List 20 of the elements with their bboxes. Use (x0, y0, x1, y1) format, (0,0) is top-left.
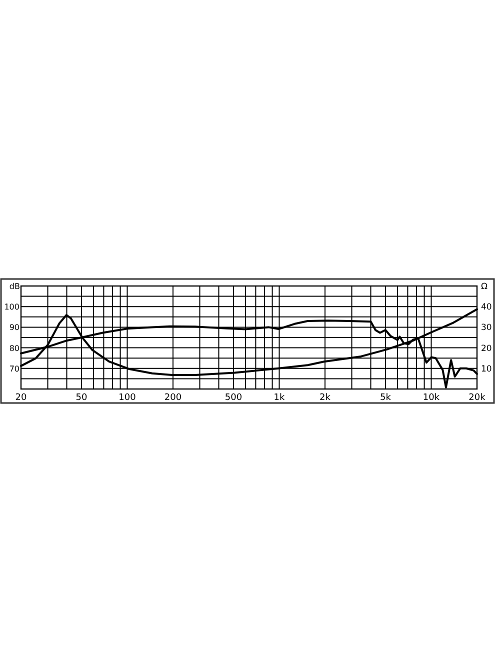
y2-axis-title: Ω (481, 282, 488, 292)
y2-tick-label: 10 (481, 364, 492, 374)
x-tick-label: 1k (274, 393, 286, 403)
x-tick-label: 100 (118, 393, 136, 403)
x-tick-label: 20 (15, 393, 27, 403)
y2-tick-label: 30 (481, 323, 492, 334)
y-tick-label: 70 (9, 364, 20, 374)
x-tick-label: 5k (380, 393, 392, 403)
y-tick-label: 90 (9, 323, 20, 332)
y2-tick-label: 20 (481, 344, 492, 354)
x-tick-label: 10k (422, 393, 440, 403)
y-tick-label: 80 (9, 344, 20, 353)
x-tick-label: 200 (164, 393, 182, 403)
y-axis-title: dB (9, 282, 20, 291)
y2-tick-label: 40 (481, 302, 492, 313)
x-tick-label: 2k (320, 393, 332, 403)
x-tick-label: 500 (224, 393, 242, 403)
y-tick-label: 100 (4, 302, 20, 312)
x-tick-label: 20k (468, 393, 486, 403)
x-tick-label: 50 (76, 393, 88, 403)
